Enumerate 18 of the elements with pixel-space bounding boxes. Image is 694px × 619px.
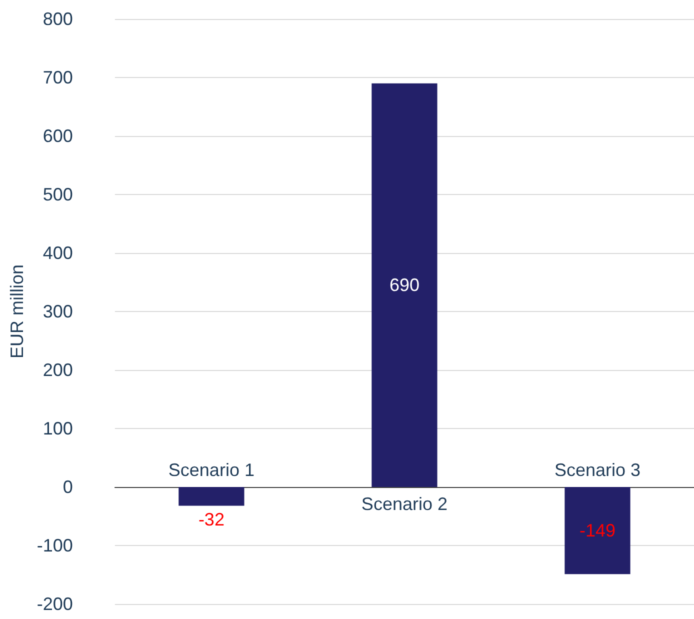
y-tick-label: 500 [42,184,73,204]
y-tick-label: 300 [42,302,73,322]
y-tick-label: 800 [42,9,73,29]
y-tick-label: -200 [36,594,73,614]
data-label: -32 [198,510,224,530]
y-tick-label: 0 [62,477,73,497]
data-label: 690 [389,275,420,296]
x-tick-label: Scenario 1 [168,460,254,480]
y-tick-label: 600 [42,126,73,146]
x-tick-label: Scenario 2 [361,494,448,514]
y-axis-title: EUR million [7,264,27,359]
y-tick-label: 700 [42,68,73,88]
y-tick-label: 400 [42,243,73,263]
y-tick-label: 200 [42,360,73,380]
y-tick-label: -100 [36,536,73,556]
y-tick-label: 100 [42,418,73,438]
data-label: -149 [579,520,616,541]
x-tick-label: Scenario 3 [554,460,641,480]
